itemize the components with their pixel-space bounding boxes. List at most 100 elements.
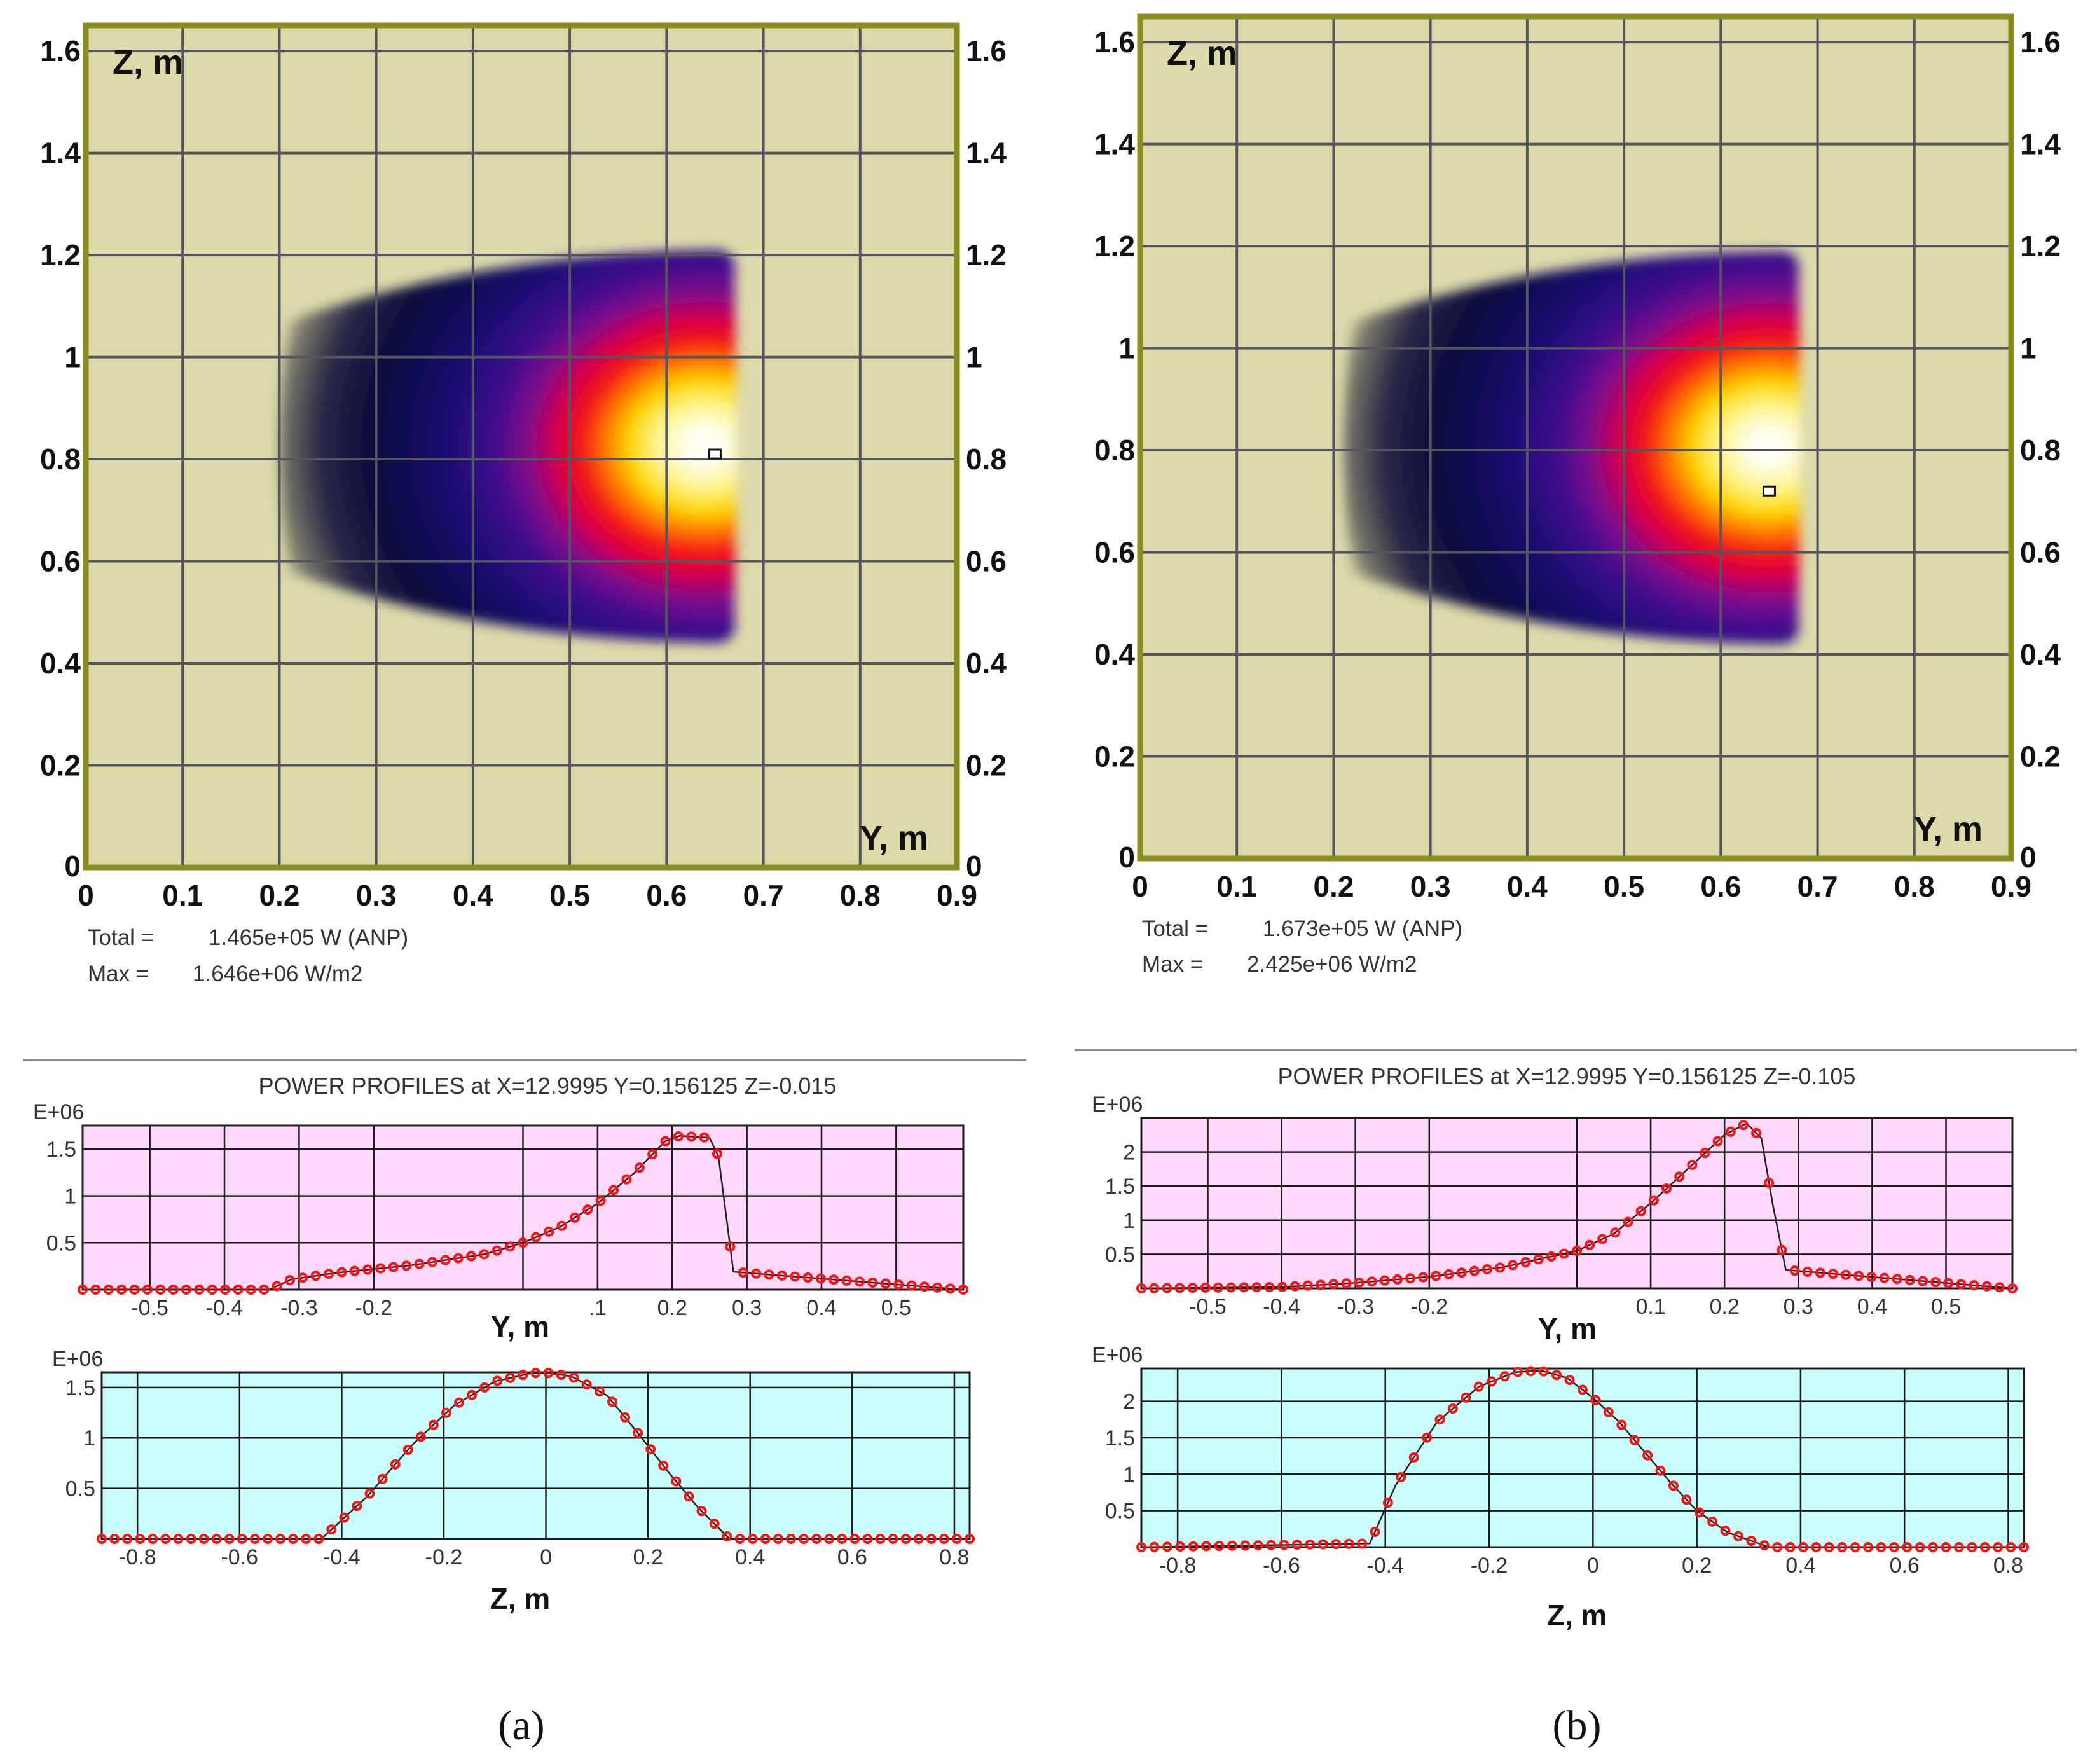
profile-y-b-point	[1546, 1251, 1557, 1262]
profile-z-b-point	[1590, 1395, 1601, 1405]
profile-x-tick-label: -0.3	[280, 1296, 318, 1320]
profile-z-b-point	[1811, 1542, 1822, 1552]
profile-x-tick-label: -0.2	[1410, 1295, 1448, 1319]
x-tick-label: 0.4	[453, 879, 493, 912]
profile-y-b-point	[1149, 1283, 1160, 1293]
profile-z-b-point	[1953, 1542, 1964, 1552]
profile-x-tick-label: -0.4	[206, 1296, 244, 1320]
profile-z-b-point	[1253, 1540, 1263, 1551]
profile-y-b-point	[1892, 1274, 1902, 1285]
profile-y-a-point	[906, 1280, 917, 1291]
profile-y-b-point	[1162, 1283, 1172, 1293]
profile-x-tick-label: 0.3	[732, 1296, 762, 1320]
profile-y-b-point	[1802, 1266, 1813, 1277]
y-tick-label-left: 1.4	[40, 137, 81, 170]
profile-y-a-point	[776, 1270, 787, 1281]
profile-y-b-point	[1277, 1281, 1288, 1292]
profile-y-b-point	[1956, 1279, 1967, 1290]
heatmap-frame	[83, 22, 960, 871]
profile-y-b-point	[1316, 1279, 1326, 1290]
profile-y-a-point	[310, 1271, 321, 1281]
profile-z-b-point	[1850, 1542, 1860, 1552]
profile-z-a-point	[352, 1501, 362, 1512]
profile-x-tick-label: 0.2	[633, 1545, 663, 1569]
y-tick-label-left: 0	[64, 850, 81, 883]
x-tick-label: 0.8	[1894, 870, 1935, 903]
profile-z-a-point	[747, 1534, 758, 1544]
profile-y-b-point	[1866, 1272, 1877, 1283]
profile-z-b-point	[1357, 1538, 1367, 1549]
profile-z-a-point	[594, 1386, 605, 1397]
panels-root: 0 00.2 0.20.4 0.40.6 0.60.8 0.81 11.2 1.21.4 1.4…	[33, 13, 2061, 1749]
profile-x-tick-label: 0.8	[1993, 1554, 2023, 1578]
profile-x-tick-label: -0.3	[1337, 1295, 1374, 1319]
profile-y-b-point	[1443, 1269, 1454, 1279]
profile-z-a-point	[824, 1534, 835, 1544]
profile-y-b-point	[1469, 1265, 1480, 1276]
profile-z-b-point	[1979, 1542, 1990, 1552]
profile-y-b: 0.5 1 1.5 2 -0.5 -0.4 -0.3 -0.2 0.1 0.2 0.3 0.4 0.5 E…	[1092, 1092, 2018, 1345]
profile-y-b-point	[1495, 1262, 1506, 1273]
profile-z-b-point	[1149, 1541, 1160, 1552]
profile-z-a-point	[492, 1375, 503, 1386]
profile-y-a-point	[919, 1281, 930, 1292]
profile-z-b-point	[1759, 1540, 1770, 1551]
profile-y-b-point	[1789, 1265, 1800, 1276]
profile-z-b: 0.5 1 1.5 2 -0.8 -0.6 -0.4 -0.2 0 0.2 0.4 0.6 0.8 E+0…	[1092, 1343, 2029, 1632]
profile-z-a-point	[186, 1534, 196, 1544]
profile-z-a-point	[415, 1431, 426, 1442]
profile-z-b-point	[1837, 1542, 1848, 1552]
profile-z-a-point	[377, 1473, 388, 1484]
profile-y-a-point	[867, 1277, 878, 1288]
profile-y-b-point	[1456, 1267, 1467, 1278]
profile-z-a-point	[173, 1534, 184, 1544]
profile-y-b-point	[1136, 1283, 1146, 1293]
profile-z-b-point	[1201, 1541, 1212, 1552]
profile-z-b-point	[1461, 1392, 1471, 1403]
profile-z-b-point	[1733, 1531, 1743, 1541]
profile-y-a-point	[388, 1262, 399, 1272]
profile-y-tick-label: 1	[1123, 1463, 1135, 1487]
profile-x-tick-label: 0.4	[1785, 1554, 1815, 1578]
y-tick-label-left: 0.2	[1094, 740, 1135, 773]
profile-y-b-point	[1764, 1178, 1775, 1189]
max-label: Max =	[88, 961, 149, 986]
x-tick-label: 0.2	[259, 879, 299, 912]
profile-y-b-point	[1187, 1283, 1198, 1293]
profile-z-a-point	[556, 1370, 567, 1381]
profile-x-axis-label: Z, m	[490, 1582, 551, 1615]
profile-z-a-point	[198, 1534, 209, 1544]
x-tick-label: 0.9	[937, 879, 977, 912]
profile-y-b-point	[1981, 1281, 1992, 1292]
profile-y-a-point	[828, 1274, 839, 1285]
profile-y-a-point	[505, 1241, 516, 1252]
profile-z-b-point	[2005, 1542, 2016, 1552]
x-tick-label: 0.7	[743, 879, 784, 912]
profile-z-b-point	[1642, 1450, 1653, 1461]
profile-y-tick-label: 0.5	[65, 1477, 95, 1501]
profile-z-a-point	[275, 1534, 286, 1544]
total-value: 1.673e+05 W (ANP)	[1263, 916, 1462, 941]
profile-z-a-point	[454, 1397, 465, 1408]
profile-scale-label: E+06	[52, 1347, 103, 1371]
profile-z-a-point	[965, 1534, 975, 1544]
profile-z-a-point	[811, 1534, 822, 1544]
profile-y-a-point	[751, 1268, 762, 1279]
profile-z-b-point	[1396, 1472, 1406, 1483]
profile-y-b-point	[1418, 1272, 1429, 1283]
heat-spot	[1343, 251, 1801, 644]
profile-z-b-point	[1240, 1540, 1251, 1551]
profile-x-tick-label: 0.5	[1931, 1295, 1961, 1319]
profile-z-a-point	[658, 1460, 669, 1471]
profile-y-tick-label: 0.5	[1105, 1243, 1135, 1267]
profile-z-b-point	[1603, 1407, 1614, 1417]
profile-z-b-point	[1344, 1538, 1354, 1549]
profile-z-b-point	[1136, 1542, 1146, 1552]
panel-caption: (b)	[1553, 1702, 1602, 1749]
x-tick-label: 0.6	[646, 879, 687, 912]
profile-y-b-point	[1174, 1283, 1185, 1293]
heatmap-y-axis-label: Z, m	[113, 43, 183, 81]
profile-x-tick-label: 0.2	[1710, 1295, 1740, 1319]
profile-z-b-point	[1317, 1539, 1328, 1550]
